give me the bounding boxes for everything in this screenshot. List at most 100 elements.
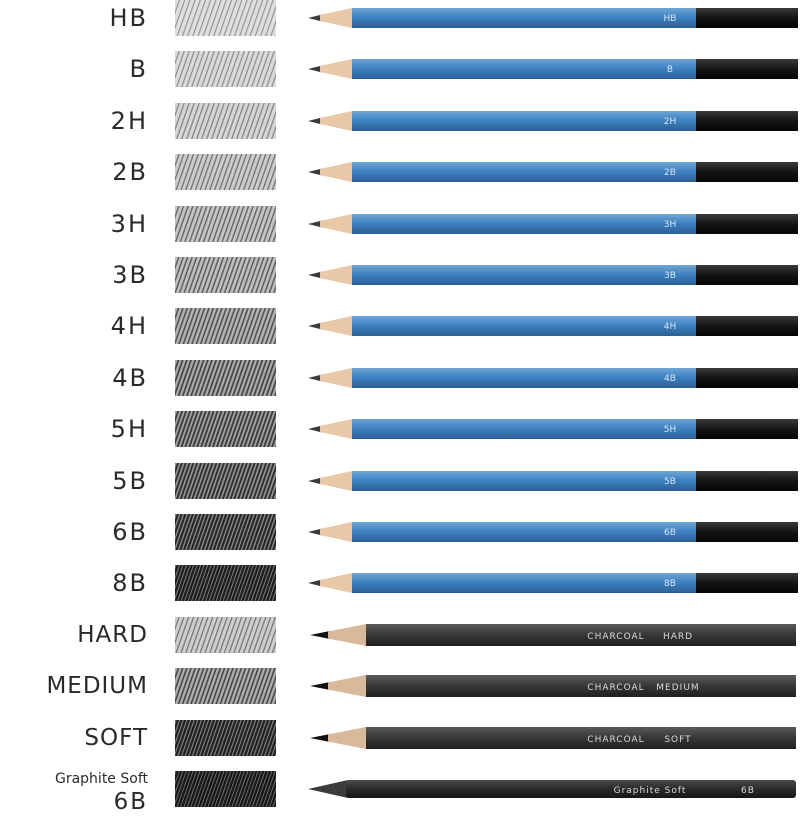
swatch-stroke <box>262 616 276 653</box>
swatch-stroke <box>175 0 181 15</box>
swatch-stroke <box>269 378 276 396</box>
swatch-stroke <box>223 514 239 550</box>
swatch-stroke <box>175 616 180 631</box>
swatch-stroke <box>265 366 276 396</box>
swatch-stroke <box>246 102 260 139</box>
swatch-stroke <box>177 668 192 705</box>
grade-label: 5H <box>110 415 148 444</box>
swatch-stroke <box>261 719 276 756</box>
pencil-body <box>366 675 796 698</box>
pencil-body <box>366 726 796 749</box>
swatch-stroke <box>198 359 213 396</box>
swatch-stroke <box>196 719 212 756</box>
shading-swatch <box>175 411 276 448</box>
swatch-stroke <box>195 308 210 345</box>
swatch-stroke <box>241 257 256 293</box>
swatch-stroke <box>230 308 245 345</box>
pencil-wood <box>320 59 352 80</box>
grade-label: 2B <box>112 158 148 187</box>
swatch-stroke <box>223 257 238 293</box>
swatch-stroke <box>194 616 209 653</box>
swatch-stroke <box>175 51 185 80</box>
graphite-pencil: Graphite Soft 6B <box>308 780 796 798</box>
swatch-stroke <box>271 485 276 499</box>
swatch-stroke <box>175 205 180 219</box>
swatch-stroke <box>252 771 268 807</box>
grade-stamp: 5H <box>664 425 677 435</box>
swatch-stroke <box>175 257 180 271</box>
grade-label: 4H <box>110 312 148 341</box>
pencil-lead <box>308 65 322 73</box>
swatch-stroke <box>225 308 241 345</box>
swatch-stroke <box>215 771 231 807</box>
pencil-wood <box>320 573 352 594</box>
grade-stamp: 3H <box>664 220 677 230</box>
swatch-stroke <box>191 462 206 499</box>
swatch-stroke <box>219 359 234 396</box>
swatch-stroke <box>204 308 219 345</box>
swatch-stroke <box>218 616 233 653</box>
swatch-stroke <box>216 514 232 550</box>
swatch-stroke <box>207 719 223 756</box>
swatch-stroke <box>175 514 183 537</box>
pencil-body <box>352 265 696 285</box>
swatch-stroke <box>232 359 247 396</box>
swatch-stroke <box>221 462 237 499</box>
swatch-stroke <box>219 668 234 705</box>
swatch-stroke <box>237 462 252 499</box>
blue-pencil: 2B <box>308 162 798 183</box>
swatch-stroke <box>228 154 243 191</box>
shading-swatch <box>175 359 276 396</box>
pencil-wood <box>320 8 352 28</box>
swatch-stroke <box>221 719 237 756</box>
swatch-stroke <box>186 51 200 88</box>
grade-stamp: MEDIUM <box>656 683 699 693</box>
swatch-stroke <box>240 668 255 705</box>
swatch-stroke <box>272 231 276 242</box>
swatch-stroke <box>256 102 270 139</box>
swatch-stroke <box>231 411 247 448</box>
swatch-stroke <box>236 51 250 88</box>
swatch-stroke <box>221 51 235 88</box>
swatch-stroke <box>186 308 202 345</box>
swatch-stroke <box>221 205 236 242</box>
swatch-stroke <box>245 514 261 550</box>
swatch-stroke <box>199 616 214 653</box>
swatch-stroke <box>257 154 272 191</box>
grade-stamp: B <box>667 65 673 75</box>
swatch-stroke <box>237 565 253 602</box>
swatch-stroke <box>241 102 255 139</box>
swatch-stroke <box>244 359 260 396</box>
swatch-stroke <box>252 154 267 191</box>
grade-label: HARD <box>77 621 148 648</box>
swatch-stroke <box>206 565 222 602</box>
pencil-wood <box>328 726 366 749</box>
swatch-stroke <box>239 0 253 36</box>
swatch-stroke <box>214 154 228 191</box>
grade-stamp: 4B <box>664 374 676 384</box>
swatch-stroke <box>179 514 195 550</box>
swatch-stroke <box>232 719 248 756</box>
swatch-stroke <box>243 411 258 448</box>
grade-stamp: 3B <box>664 271 676 281</box>
swatch-fill <box>175 411 276 448</box>
pencil-body <box>352 162 696 183</box>
swatch-stroke <box>175 257 185 283</box>
swatch-stroke <box>211 51 225 88</box>
pencil-lead <box>308 322 322 330</box>
swatch-stroke <box>235 771 251 807</box>
swatch-stroke <box>253 359 268 396</box>
swatch-stroke <box>176 51 190 88</box>
swatch-stroke <box>221 102 235 139</box>
swatch-stroke <box>223 668 239 705</box>
pencil-lead <box>308 477 322 485</box>
pencil-end-cap <box>696 59 798 80</box>
swatch-stroke <box>195 462 210 499</box>
pencil-wood <box>320 265 352 285</box>
swatch-stroke <box>215 668 230 705</box>
swatch-stroke <box>271 124 276 139</box>
swatch-stroke <box>268 271 276 293</box>
swatch-stroke <box>193 719 208 756</box>
swatch-stroke <box>190 668 205 705</box>
swatch-stroke <box>188 411 203 448</box>
